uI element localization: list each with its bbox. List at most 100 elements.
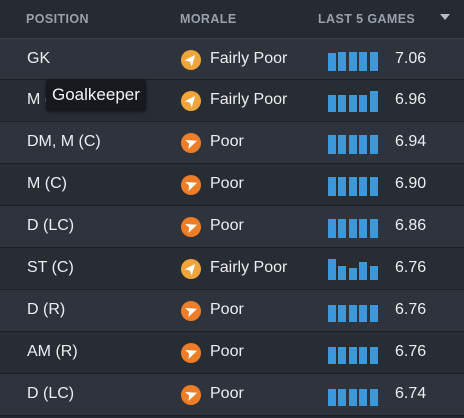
morale-cell: Fairly Poor bbox=[210, 259, 288, 276]
rating-bar bbox=[338, 389, 347, 406]
column-header-morale[interactable]: MORALE bbox=[180, 12, 237, 26]
morale-cell: Poor bbox=[210, 217, 244, 234]
morale-arrow-icon bbox=[181, 133, 201, 153]
rating-bar bbox=[328, 177, 336, 196]
table-row[interactable]: DM, M (C) Poor 6.94 bbox=[0, 122, 464, 164]
rating-bar bbox=[328, 389, 336, 406]
rating-bar bbox=[359, 262, 368, 280]
average-rating-cell: 6.90 bbox=[395, 175, 427, 192]
rating-bar bbox=[359, 305, 368, 322]
rating-bar bbox=[369, 135, 378, 154]
morale-cell: Poor bbox=[210, 175, 244, 192]
rating-bar bbox=[359, 135, 368, 154]
morale-cell: Fairly Poor bbox=[210, 91, 288, 108]
rating-bar bbox=[348, 389, 357, 406]
rating-bar bbox=[338, 135, 347, 154]
rating-bar bbox=[328, 259, 336, 280]
average-rating-cell: 6.86 bbox=[395, 217, 427, 234]
rating-bar bbox=[328, 135, 336, 154]
rating-bar bbox=[348, 347, 357, 364]
rating-bar bbox=[369, 305, 378, 322]
position-cell: GK bbox=[27, 50, 51, 67]
table-row[interactable]: AM (R) Poor 6.76 bbox=[0, 332, 464, 374]
last-5-games-bars bbox=[328, 258, 392, 280]
rating-bar bbox=[369, 91, 378, 112]
rating-bar bbox=[369, 347, 378, 364]
morale-cell: Poor bbox=[210, 343, 244, 360]
average-rating-cell: 6.74 bbox=[395, 385, 427, 402]
last-5-games-bars bbox=[328, 174, 392, 196]
position-cell: AM (R) bbox=[27, 343, 78, 360]
table-row[interactable]: D (R) Poor 6.76 bbox=[0, 290, 464, 332]
table-row[interactable]: M (C) Poor 6.90 bbox=[0, 164, 464, 206]
morale-arrow-icon bbox=[181, 301, 201, 321]
position-cell: DM, M (C) bbox=[27, 133, 101, 150]
table-row[interactable]: D (LC) Poor 6.86 bbox=[0, 206, 464, 248]
last-5-games-bars bbox=[328, 216, 392, 238]
average-rating-cell: 6.76 bbox=[395, 343, 427, 360]
rating-bar bbox=[359, 95, 368, 112]
last-5-games-bars bbox=[328, 90, 392, 112]
rating-bar bbox=[359, 177, 368, 196]
rating-bar bbox=[348, 95, 357, 112]
average-rating-cell: 6.76 bbox=[395, 259, 427, 276]
position-cell: M (C) bbox=[27, 175, 67, 192]
rating-bar bbox=[328, 95, 336, 112]
position-cell: D (R) bbox=[27, 301, 66, 318]
rating-bar bbox=[338, 305, 347, 322]
position-cell: D (LC) bbox=[27, 385, 75, 402]
morale-cell: Poor bbox=[210, 301, 244, 318]
rating-bar bbox=[328, 53, 336, 71]
rating-bar bbox=[348, 268, 357, 280]
rating-bar bbox=[348, 219, 357, 238]
morale-arrow-icon bbox=[181, 343, 201, 363]
chevron-down-icon[interactable] bbox=[440, 14, 450, 20]
table-row[interactable]: GK Fairly Poor 7.06 bbox=[0, 38, 464, 80]
rating-bar bbox=[338, 177, 347, 196]
morale-cell: Fairly Poor bbox=[210, 50, 288, 67]
morale-arrow-icon bbox=[181, 217, 201, 237]
column-header-last-5-games[interactable]: LAST 5 GAMES bbox=[318, 12, 416, 26]
rating-bar bbox=[328, 219, 336, 238]
rating-bar bbox=[328, 347, 336, 364]
table-header: POSITION MORALE LAST 5 GAMES bbox=[0, 0, 464, 38]
rating-bar bbox=[359, 219, 368, 238]
rating-bar bbox=[369, 219, 378, 238]
rating-bar bbox=[359, 52, 368, 71]
rating-bar bbox=[348, 305, 357, 322]
rating-bar bbox=[359, 389, 368, 406]
rating-bar bbox=[328, 305, 336, 322]
rating-bar bbox=[338, 347, 347, 364]
table-row[interactable]: D (LC) Poor 6.74 bbox=[0, 374, 464, 416]
average-rating-cell: 6.94 bbox=[395, 133, 427, 150]
rating-bar bbox=[359, 347, 368, 364]
average-rating-cell: 6.76 bbox=[395, 301, 427, 318]
table-row[interactable]: ST (C) Fairly Poor 6.76 bbox=[0, 248, 464, 290]
average-rating-cell: 7.06 bbox=[395, 50, 427, 67]
morale-arrow-icon bbox=[181, 50, 201, 70]
column-header-position[interactable]: POSITION bbox=[26, 12, 89, 26]
rating-bar bbox=[348, 135, 357, 154]
position-tooltip: Goalkeeper bbox=[46, 79, 146, 111]
position-cell: D (LC) bbox=[27, 217, 75, 234]
last-5-games-bars bbox=[328, 49, 392, 71]
rating-bar bbox=[348, 52, 357, 71]
rating-bar bbox=[369, 266, 378, 280]
morale-cell: Poor bbox=[210, 385, 244, 402]
rating-bar bbox=[338, 95, 347, 112]
morale-arrow-icon bbox=[181, 91, 201, 111]
rating-bar bbox=[369, 389, 378, 406]
position-cell: ST (C) bbox=[27, 259, 74, 276]
rating-bar bbox=[338, 52, 347, 71]
morale-cell: Poor bbox=[210, 133, 244, 150]
last-5-games-bars bbox=[328, 384, 392, 406]
morale-arrow-icon bbox=[181, 259, 201, 279]
rating-bar bbox=[369, 177, 378, 196]
morale-arrow-icon bbox=[181, 175, 201, 195]
rating-bar bbox=[369, 52, 378, 71]
rating-bar bbox=[348, 177, 357, 196]
morale-arrow-icon bbox=[181, 385, 201, 405]
last-5-games-bars bbox=[328, 132, 392, 154]
last-5-games-bars bbox=[328, 300, 392, 322]
